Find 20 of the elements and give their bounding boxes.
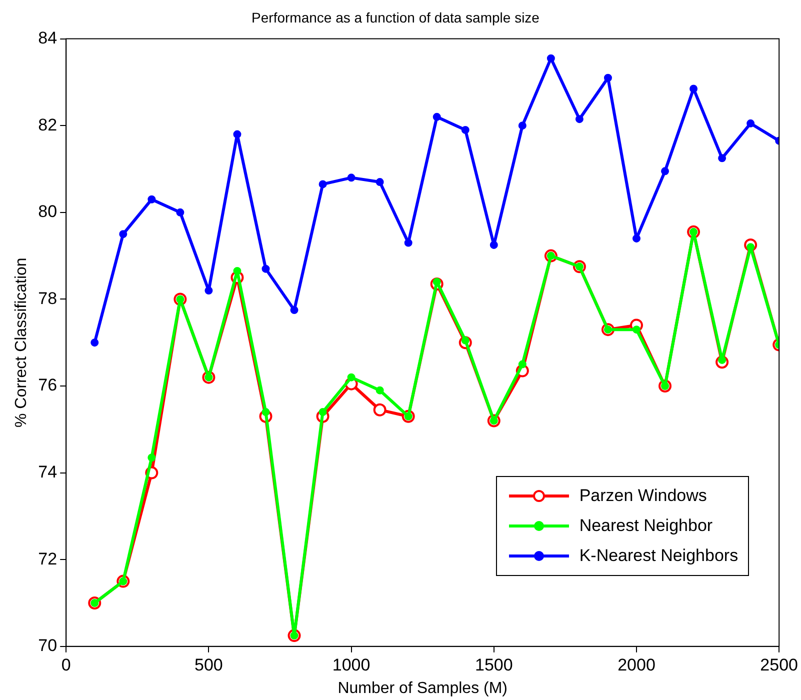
x-axis-title: Number of Samples (M) xyxy=(338,680,508,697)
legend-label: K-Nearest Neighbors xyxy=(579,546,738,566)
y-tick-label: 78 xyxy=(38,288,58,308)
chart-title: Performance as a function of data sample size xyxy=(252,9,540,26)
y-tick-label: 72 xyxy=(38,549,58,568)
x-tick-label: 1500 xyxy=(474,655,513,674)
y-tick-label: 76 xyxy=(38,376,58,395)
legend-label: Nearest Neighbor xyxy=(579,516,713,536)
x-tick-label: 500 xyxy=(194,655,223,674)
y-tick-label: 70 xyxy=(38,636,58,656)
y-tick-label: 82 xyxy=(38,115,58,134)
legend-label: Parzen Windows xyxy=(579,486,707,506)
x-tick-label: 2000 xyxy=(618,655,656,674)
x-tick-label: 2500 xyxy=(760,655,798,674)
x-tick-label: 0 xyxy=(61,655,71,674)
y-axis-title: % Correct Classification xyxy=(13,258,30,428)
y-tick-label: 84 xyxy=(38,28,58,48)
y-tick-label: 80 xyxy=(38,202,58,222)
y-tick-label: 74 xyxy=(38,462,58,482)
x-tick-label: 1000 xyxy=(332,655,370,674)
